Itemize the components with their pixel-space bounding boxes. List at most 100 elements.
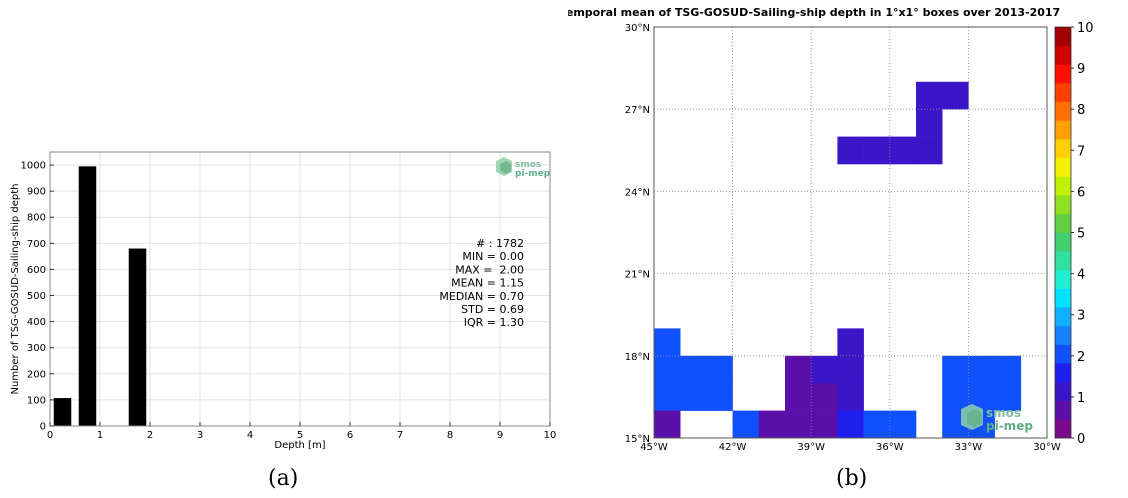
map-y-tick-label: 24°N <box>625 187 650 198</box>
map-y-tick-label: 30°N <box>625 23 650 34</box>
smos-logo-text: smos <box>515 160 541 170</box>
colorbar-segment <box>1055 269 1071 289</box>
histogram-y-tick-label: 900 <box>27 187 46 198</box>
histogram-x-tick-label: 5 <box>297 430 303 441</box>
colorbar-segment <box>1055 307 1071 327</box>
map-cell <box>916 109 943 137</box>
smos-logo-mark-inner <box>500 161 511 174</box>
map-cell <box>811 355 838 384</box>
histogram-chart: 0 1 2 3 4 5 6 7 8 9 10 0 100 200 300 400 500 600 700 800 90… <box>10 151 557 450</box>
map-cell <box>994 383 1022 411</box>
map-cell <box>680 383 707 411</box>
colorbar-segment <box>1055 176 1071 196</box>
colorbar-segment <box>1055 400 1071 420</box>
map-cell <box>942 383 969 411</box>
map-cell <box>837 410 864 439</box>
map-x-tick-label: 39°W <box>797 442 825 450</box>
colorbar-tick-label: 5 <box>1077 227 1085 242</box>
map-cell <box>889 410 917 439</box>
histogram-bars <box>53 166 147 426</box>
colorbar-segment <box>1055 419 1071 439</box>
map-cell <box>654 355 681 384</box>
colorbar-segment <box>1055 157 1071 177</box>
map-cell <box>785 383 812 411</box>
histogram-y-tick-label: 100 <box>27 395 46 406</box>
histogram-x-tick-label: 8 <box>447 430 453 441</box>
map-x-tick-label: 33°W <box>955 442 983 450</box>
map-cell <box>654 383 681 411</box>
map-y-tick-label: 18°N <box>625 352 650 363</box>
smos-logo-b: smos pi-mep <box>961 404 1033 433</box>
colorbar-segment <box>1055 381 1071 401</box>
colorbar-segment <box>1055 344 1071 364</box>
map-y-tick-label: 27°N <box>625 105 650 116</box>
colorbar-tick-label: 8 <box>1077 103 1085 118</box>
map-cell <box>837 355 864 384</box>
colorbar-segment <box>1055 251 1071 271</box>
histogram-x-tick-label: 10 <box>544 430 557 441</box>
colorbar-tick-label: 10 <box>1077 21 1094 36</box>
colorbar-ticks: 0 1 2 3 4 5 6 7 8 9 10 <box>1071 21 1094 447</box>
histogram-x-tick-label: 1 <box>97 430 103 441</box>
caption-a: (a) <box>268 466 299 491</box>
colorbar-segment <box>1055 83 1071 103</box>
smos-logo-text: smos <box>986 406 1021 420</box>
map-x-tick-label: 45°W <box>640 442 668 450</box>
statistic-line: MEDIAN = 0.70 <box>439 290 524 303</box>
map-cell <box>811 383 838 411</box>
histogram-x-tick-label: 2 <box>147 430 153 441</box>
colorbar-segment <box>1055 232 1071 252</box>
histogram-y-tick-label: 700 <box>27 239 46 250</box>
map-cell <box>942 81 969 110</box>
map-cell <box>837 383 864 411</box>
histogram-y-tick-label: 800 <box>27 213 46 224</box>
colorbar-segment <box>1055 213 1071 233</box>
histogram-y-ticks: 0 100 200 300 400 500 600 700 800 900 1000 <box>21 161 54 433</box>
map-y-tick-label: 21°N <box>625 270 650 281</box>
colorbar-segment <box>1055 45 1071 65</box>
statistic-line: STD = 0.69 <box>461 303 524 316</box>
colorbar-tick-label: 4 <box>1077 268 1085 283</box>
statistic-line: MEAN = 1.15 <box>451 277 524 290</box>
map-cell <box>916 136 943 165</box>
map-gridlines <box>654 27 1047 438</box>
colorbar-tick-label: 7 <box>1077 144 1085 159</box>
histogram-y-tick-label: 600 <box>27 265 46 276</box>
histogram-x-tick-label: 9 <box>497 430 503 441</box>
colorbar-tick-label: 6 <box>1077 185 1085 200</box>
map-cell <box>863 136 891 165</box>
colorbar-segment <box>1055 27 1071 46</box>
smos-logo-mark-inner <box>967 409 982 427</box>
colorbar-tick-label: 1 <box>1077 391 1085 406</box>
statistic-line: # : 1782 <box>476 237 524 250</box>
colorbar-segment <box>1055 139 1071 159</box>
histogram-y-tick-label: 400 <box>27 317 46 328</box>
histogram-x-tick-label: 7 <box>397 430 403 441</box>
map-cell <box>732 410 760 439</box>
colorbar-segment <box>1055 325 1071 345</box>
colorbar-segment <box>1055 195 1071 215</box>
colorbar-segment <box>1055 101 1071 121</box>
colorbar-segment <box>1055 363 1071 383</box>
map-cells <box>654 81 1022 439</box>
histogram-bar <box>53 398 72 426</box>
map-x-tick-label: 42°W <box>719 442 747 450</box>
histogram-y-tick-label: 200 <box>27 369 46 380</box>
map-cell <box>785 410 812 439</box>
map-cell <box>837 136 864 165</box>
colorbar-tick-label: 3 <box>1077 309 1085 324</box>
map-cell <box>811 410 838 439</box>
map-title: Temporal mean of TSG-GOSUD-Sailing-ship … <box>568 6 1060 19</box>
colorbar-segment <box>1055 64 1071 84</box>
map-y-ticks: 15°N 18°N 21°N 24°N 27°N 30°N <box>625 23 650 445</box>
map-cell <box>889 136 917 165</box>
colorbar-segment <box>1055 120 1071 140</box>
colorbar-segment <box>1055 288 1071 308</box>
histogram-x-tick-label: 6 <box>347 430 353 441</box>
map-cell <box>942 355 969 384</box>
map-cell <box>916 81 943 110</box>
map-cell <box>654 328 681 357</box>
map-cell <box>863 410 891 439</box>
smos-logo-text-2: pi-mep <box>515 169 551 179</box>
histogram-x-tick-label: 3 <box>197 430 203 441</box>
